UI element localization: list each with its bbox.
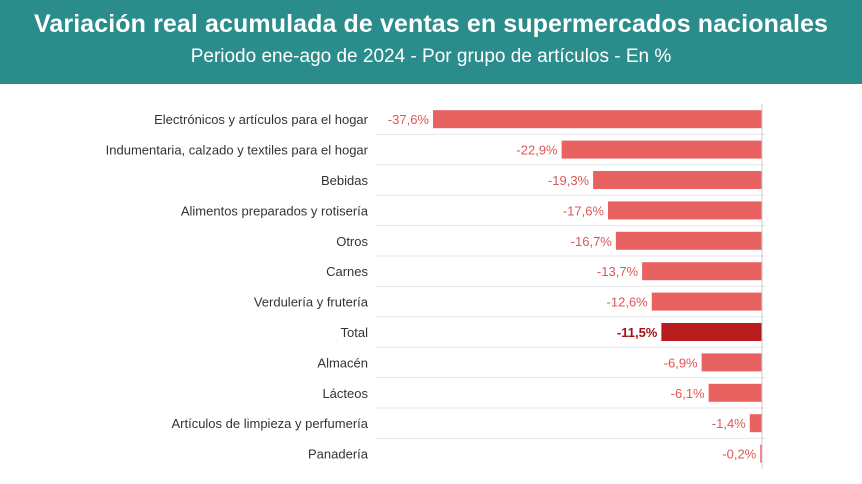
value-label: -1,4% xyxy=(712,416,746,431)
value-label: -11,5% xyxy=(617,325,658,340)
value-label: -37,6% xyxy=(388,112,430,127)
bar xyxy=(561,140,762,159)
bar-chart: Electrónicos y artículos para el hogar -3… xyxy=(106,104,765,469)
category-label: Total xyxy=(341,325,369,340)
value-label: -19,3% xyxy=(548,173,590,188)
chart-header: Variación real acumulada de ventas en su… xyxy=(0,0,862,84)
category-label: Panadería xyxy=(308,447,369,462)
category-label: Almacén xyxy=(317,355,368,370)
bar xyxy=(433,110,762,129)
bar xyxy=(593,171,762,189)
value-label: -16,7% xyxy=(571,234,613,249)
value-label: -6,1% xyxy=(671,386,705,401)
bar xyxy=(708,383,762,402)
chart-subtitle: Periodo ene-ago de 2024 - Por grupo de a… xyxy=(190,46,672,67)
category-label: Electrónicos y artículos para el hogar xyxy=(154,112,369,127)
value-label: -13,7% xyxy=(597,264,639,279)
category-label: Lácteos xyxy=(322,386,368,401)
bar xyxy=(615,231,762,250)
category-label: Otros xyxy=(336,234,368,249)
bar xyxy=(701,353,762,372)
category-label: Indumentaria, calzado y textiles para el… xyxy=(106,143,369,158)
value-label: -0,2% xyxy=(722,447,756,462)
bar xyxy=(749,414,762,433)
category-label: Bebidas xyxy=(321,173,368,188)
value-label: -22,9% xyxy=(516,143,558,158)
bar-total xyxy=(661,323,762,341)
chart-title: Variación real acumulada de ventas en su… xyxy=(33,10,829,38)
bar xyxy=(642,262,762,281)
bar xyxy=(651,292,762,311)
value-label: -6,9% xyxy=(664,355,698,370)
bar xyxy=(760,444,762,463)
bar xyxy=(608,201,762,220)
category-label: Artículos de limpieza y perfumería xyxy=(171,416,368,431)
category-label: Verdulería y frutería xyxy=(254,295,369,310)
value-label: -17,6% xyxy=(563,203,605,218)
category-label: Alimentos preparados y rotisería xyxy=(181,203,369,218)
value-label: -12,6% xyxy=(607,295,649,310)
category-label: Carnes xyxy=(326,264,368,279)
